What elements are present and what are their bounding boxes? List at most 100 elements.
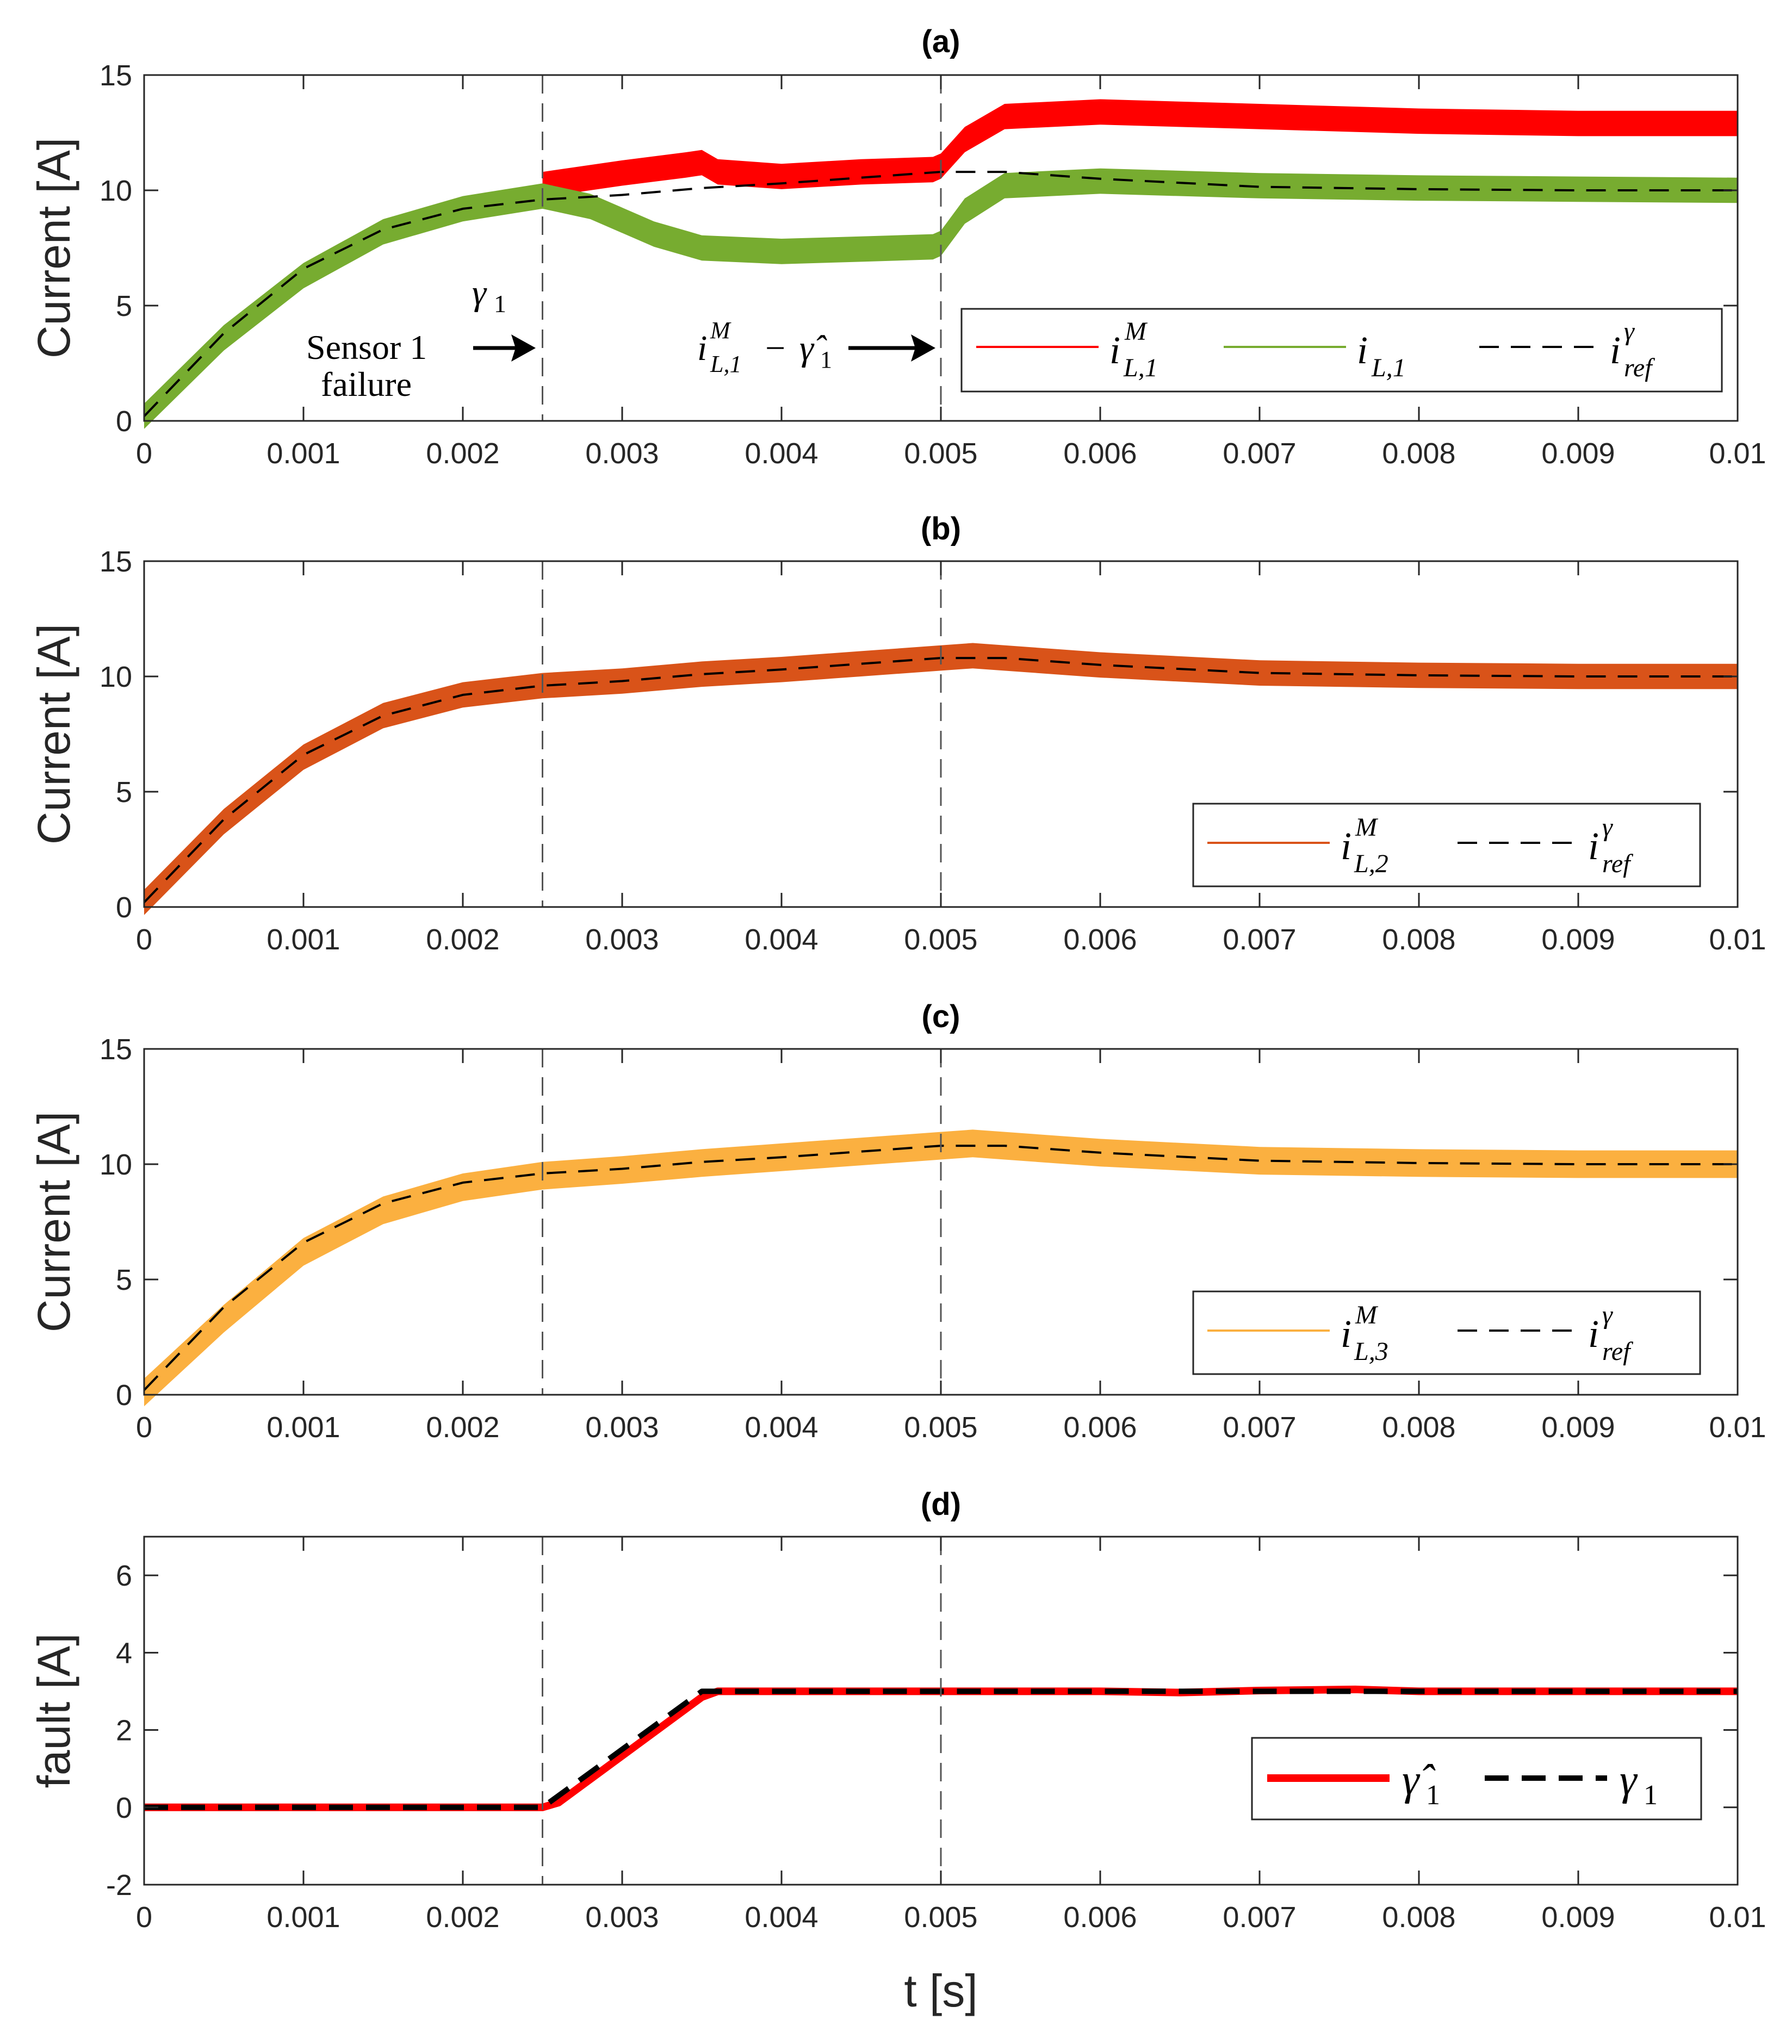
panel-d: (d) 0 0.001 0.002 0.003 0.004 0.005 0.006 0.007… bbox=[28, 1487, 1766, 2016]
legend-a-label-iM-L1-sup: M bbox=[1124, 317, 1148, 346]
xtick-label-a-7: 0.007 bbox=[1223, 437, 1296, 470]
xtick-label-a-10: 0.01 bbox=[1709, 437, 1766, 470]
xtick-label-c-5: 0.005 bbox=[904, 1411, 977, 1444]
annotation-gamma-subscript: 1 bbox=[494, 290, 506, 318]
ytick-label-d-4: 6 bbox=[116, 1560, 132, 1592]
panel-c: (c) 0 0.001 0.002 0.003 0.004 0.005 0.006 0.007… bbox=[28, 999, 1766, 1444]
legend-a-label-i-L1-main: i bbox=[1357, 328, 1368, 372]
xtick-label-c-4: 0.004 bbox=[745, 1411, 818, 1444]
legend-d-label-gamma-main: γ bbox=[1620, 1756, 1638, 1804]
xtick-label-a-9: 0.009 bbox=[1541, 437, 1615, 470]
xtick-label-d-5: 0.005 bbox=[904, 1901, 977, 1934]
series-i_ref-a bbox=[143, 171, 1738, 417]
xtick-label-d-0: 0 bbox=[136, 1901, 152, 1934]
legend-c-label-iref-sup: γ bbox=[1602, 1301, 1613, 1329]
xtick-label-a-2: 0.002 bbox=[426, 437, 499, 470]
series-iM_L3-c bbox=[144, 1129, 1738, 1407]
panel-a-title: (a) bbox=[922, 24, 960, 59]
legend-d: γ̂ 1 γ 1 bbox=[1251, 1737, 1702, 1821]
xtick-label-b-3: 0.003 bbox=[585, 923, 659, 956]
series-i_ref-c bbox=[143, 1145, 1738, 1391]
series-i_ref-b bbox=[143, 657, 1738, 903]
panel-d-xlabel: t [s] bbox=[904, 1965, 977, 2016]
legend-a-label-iref-main: i bbox=[1610, 328, 1621, 372]
legend-a-label-iref-sup: γ bbox=[1624, 317, 1635, 346]
xtick-label-b-5: 0.005 bbox=[904, 923, 977, 956]
xtick-label-c-10: 0.01 bbox=[1709, 1411, 1766, 1444]
legend-c-box bbox=[1192, 1290, 1701, 1375]
series-gamma-d bbox=[144, 1688, 1738, 1810]
series-i_L1-a bbox=[144, 168, 1738, 429]
xtick-label-d-7: 0.007 bbox=[1223, 1901, 1296, 1934]
xtick-label-c-2: 0.002 bbox=[426, 1411, 499, 1444]
xtick-label-a-3: 0.003 bbox=[585, 437, 659, 470]
annotation-gamma1: γ 1 bbox=[472, 273, 506, 318]
panel-c-ylabel: Current [A] bbox=[28, 1111, 79, 1332]
annotation-fault-minus: − bbox=[765, 328, 785, 368]
legend-b-label-iref-sub: ref bbox=[1602, 849, 1633, 878]
xtick-label-b-9: 0.009 bbox=[1541, 923, 1615, 956]
ytick-label-d-2: 2 bbox=[116, 1714, 132, 1747]
panel-b: (b) 0 0.001 0.002 0.003 0.004 0.005 0.006 0.007… bbox=[28, 511, 1766, 956]
xtick-label-b-8: 0.008 bbox=[1382, 923, 1455, 956]
annotation-fault-arrow-head bbox=[911, 334, 935, 362]
legend-c-label-iref-main: i bbox=[1588, 1312, 1599, 1356]
annotation-gamma-symbol: γ bbox=[472, 273, 487, 313]
panel-b-title: (b) bbox=[921, 511, 961, 546]
panel-b-ylabel: Current [A] bbox=[28, 624, 79, 844]
xtick-label-a-4: 0.004 bbox=[745, 437, 818, 470]
xtick-label-a-5: 0.005 bbox=[904, 437, 977, 470]
xtick-label-a-1: 0.001 bbox=[266, 437, 340, 470]
annotation-fault-estimate: i M L,1 − γ̂ 1 bbox=[697, 317, 935, 377]
annotation-sensor-line1: Sensor 1 bbox=[306, 328, 427, 366]
annotation-fault-gammahat-sub: 1 bbox=[820, 346, 832, 373]
legend-a-label-iref-sub: ref bbox=[1624, 353, 1655, 382]
xtick-label-d-2: 0.002 bbox=[426, 1901, 499, 1934]
annotation-fault-sub: L,1 bbox=[710, 351, 741, 377]
ytick-label-c-0: 0 bbox=[116, 1379, 132, 1412]
ytick-label-d-3: 4 bbox=[116, 1637, 132, 1669]
xtick-label-a-0: 0 bbox=[136, 437, 152, 470]
legend-c: i M L,3 i γ ref bbox=[1192, 1290, 1701, 1375]
panel-c-title: (c) bbox=[922, 999, 960, 1034]
panel-d-ylabel: fault [A] bbox=[28, 1633, 79, 1788]
xtick-label-d-10: 0.01 bbox=[1709, 1901, 1766, 1934]
xtick-label-a-6: 0.006 bbox=[1063, 437, 1137, 470]
ytick-label-d-0: -2 bbox=[106, 1869, 132, 1902]
ytick-label-b-1: 5 bbox=[116, 776, 132, 809]
ytick-label-a-1: 5 bbox=[116, 290, 132, 322]
ytick-label-c-3: 15 bbox=[100, 1033, 132, 1066]
xtick-label-b-7: 0.007 bbox=[1223, 923, 1296, 956]
xtick-label-d-4: 0.004 bbox=[745, 1901, 818, 1934]
legend-b-label-iM-L2-main: i bbox=[1341, 824, 1351, 868]
xtick-label-c-8: 0.008 bbox=[1382, 1411, 1455, 1444]
panel-d-title: (d) bbox=[921, 1487, 961, 1522]
ytick-label-a-3: 15 bbox=[100, 59, 132, 92]
annotation-fault-sup: M bbox=[710, 317, 731, 344]
xtick-label-c-0: 0 bbox=[136, 1411, 152, 1444]
panel-a-ylabel: Current [A] bbox=[28, 138, 79, 358]
series-iM_L2-b bbox=[144, 643, 1738, 915]
ytick-label-b-2: 10 bbox=[100, 661, 132, 693]
annotation-sensor-arrow-head bbox=[511, 334, 536, 362]
annotation-sensor-failure: Sensor 1 failure bbox=[306, 328, 536, 403]
series-iM_L1-a bbox=[542, 99, 1738, 197]
xtick-label-d-9: 0.009 bbox=[1541, 1901, 1615, 1934]
annotation-fault-i: i bbox=[697, 328, 707, 368]
xtick-label-b-4: 0.004 bbox=[745, 923, 818, 956]
xtick-label-c-1: 0.001 bbox=[266, 1411, 340, 1444]
xtick-label-c-6: 0.006 bbox=[1063, 1411, 1137, 1444]
xtick-label-b-10: 0.01 bbox=[1709, 923, 1766, 956]
ytick-label-c-2: 10 bbox=[100, 1148, 132, 1181]
legend-c-label-iM-L3-main: i bbox=[1341, 1312, 1351, 1356]
legend-b-box bbox=[1192, 803, 1701, 887]
legend-a-label-i-L1-sub: L,1 bbox=[1371, 353, 1406, 382]
panel-a: (a) 0 0.001 0.002 0.003 0.004 0.005 0.006 0.007… bbox=[28, 24, 1766, 470]
legend-c-label-iM-L3-sub: L,3 bbox=[1354, 1337, 1388, 1366]
xtick-label-c-7: 0.007 bbox=[1223, 1411, 1296, 1444]
legend-b: i M L,2 i γ ref bbox=[1192, 803, 1701, 887]
xtick-label-b-6: 0.006 bbox=[1063, 923, 1137, 956]
ytick-label-b-3: 15 bbox=[100, 545, 132, 578]
ytick-label-d-1: 0 bbox=[116, 1792, 132, 1824]
